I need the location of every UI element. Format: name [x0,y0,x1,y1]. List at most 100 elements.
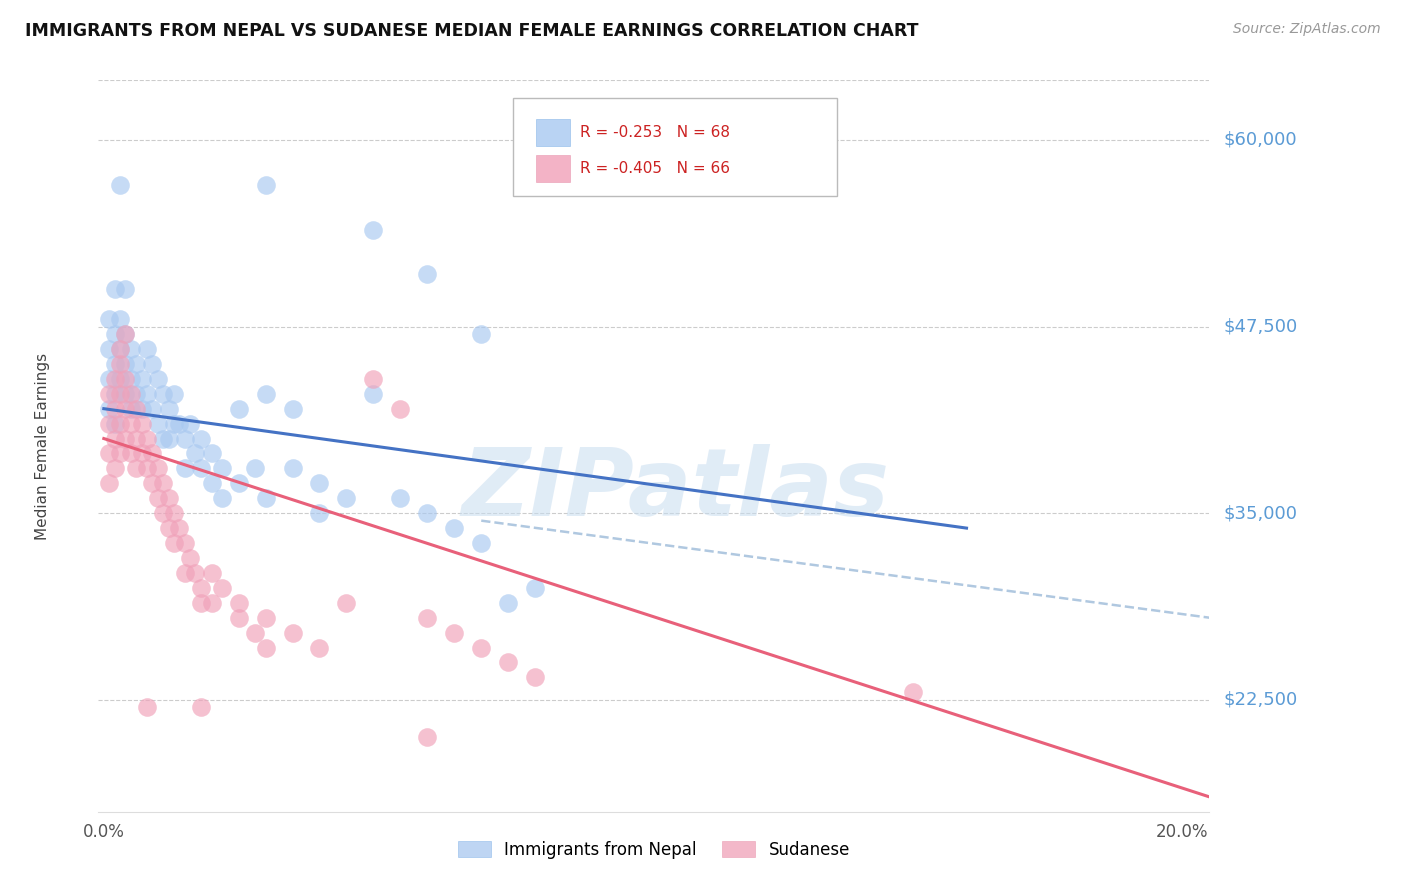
Point [114,432,136,446]
Point [308,476,330,491]
Point [201,596,224,610]
Point [308,506,330,520]
Point [104,372,127,386]
Point [308,640,330,655]
Point [184,446,207,460]
Point [211,491,233,506]
Point [98,417,121,431]
Point [211,581,233,595]
Point [201,476,224,491]
Point [254,491,277,506]
Point [98,446,121,460]
Point [152,386,174,401]
Point [108,357,131,371]
Point [254,386,277,401]
Point [179,551,201,566]
Point [201,566,224,580]
Point [163,536,186,550]
Point [524,670,547,684]
Point [363,386,385,401]
Point [228,610,250,624]
Text: R = -0.405   N = 66: R = -0.405 N = 66 [579,161,730,176]
Point [125,461,148,475]
Point [190,581,212,595]
Point [211,461,233,475]
Point [163,506,186,520]
Point [190,432,212,446]
Point [98,342,121,356]
Point [104,282,127,296]
Point [389,401,412,416]
Point [901,685,924,699]
Point [125,401,148,416]
Point [173,461,195,475]
Point [389,491,412,506]
Point [190,461,212,475]
Point [416,610,439,624]
Point [496,656,519,670]
Point [157,401,180,416]
Point [163,417,186,431]
Point [243,625,266,640]
Point [104,357,127,371]
Point [146,372,169,386]
Point [335,491,357,506]
Point [416,730,439,744]
Point [152,432,174,446]
Point [104,461,127,475]
Point [136,342,159,356]
Point [470,640,492,655]
Point [190,700,212,714]
Legend: Immigrants from Nepal, Sudanese: Immigrants from Nepal, Sudanese [451,834,856,865]
Point [98,476,121,491]
Text: IMMIGRANTS FROM NEPAL VS SUDANESE MEDIAN FEMALE EARNINGS CORRELATION CHART: IMMIGRANTS FROM NEPAL VS SUDANESE MEDIAN… [25,22,918,40]
Point [136,461,159,475]
Point [228,596,250,610]
Point [524,581,547,595]
Text: Source: ZipAtlas.com: Source: ZipAtlas.com [1233,22,1381,37]
Point [141,357,163,371]
Point [114,326,136,341]
Point [146,461,169,475]
Point [470,326,492,341]
Point [416,268,439,282]
Point [179,417,201,431]
Point [254,640,277,655]
Point [120,342,142,356]
Point [254,178,277,192]
Point [228,476,250,491]
Text: $22,500: $22,500 [1223,690,1298,709]
Text: $47,500: $47,500 [1223,318,1298,335]
Point [152,506,174,520]
Point [335,596,357,610]
Point [104,386,127,401]
Point [114,401,136,416]
Point [120,446,142,460]
Point [108,312,131,326]
Point [104,432,127,446]
Point [169,417,191,431]
Point [108,386,131,401]
Point [104,401,127,416]
Point [120,372,142,386]
Point [108,342,131,356]
Point [496,596,519,610]
Point [108,342,131,356]
Point [98,401,121,416]
Point [363,372,385,386]
Point [146,491,169,506]
Point [98,386,121,401]
Point [152,476,174,491]
Point [120,386,142,401]
Point [201,446,224,460]
Point [136,386,159,401]
Point [114,372,136,386]
Text: $35,000: $35,000 [1223,504,1298,522]
Point [243,461,266,475]
Point [157,521,180,535]
Point [173,432,195,446]
Point [190,596,212,610]
Point [125,357,148,371]
Point [114,386,136,401]
Point [131,446,153,460]
